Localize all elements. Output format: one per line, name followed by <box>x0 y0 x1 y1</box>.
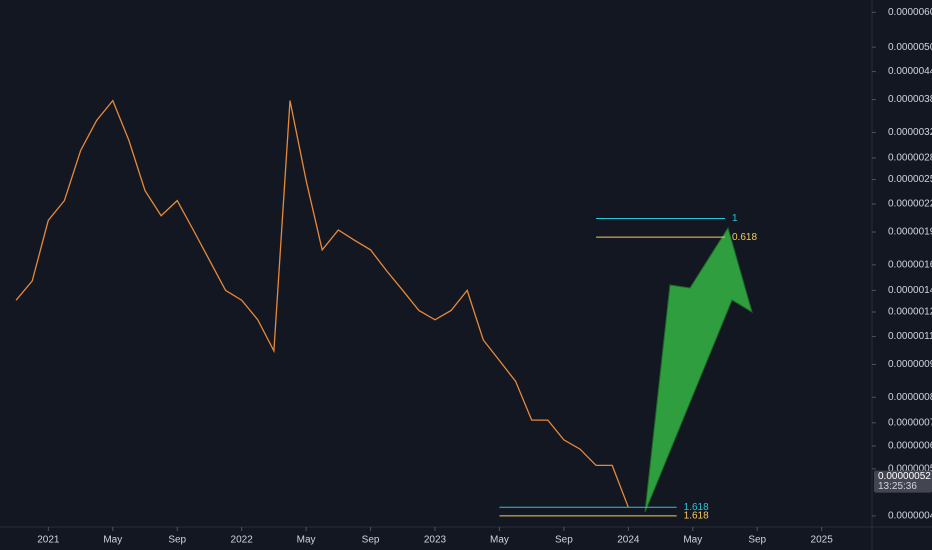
y-tick-label: 0.00000440 <box>888 66 932 77</box>
fib-label: 1 <box>732 213 738 224</box>
x-tick-label: May <box>297 535 316 546</box>
y-tick-label: 0.00000380 <box>888 94 932 105</box>
arrow <box>644 226 753 513</box>
y-tick-label: 0.00000280 <box>888 153 932 164</box>
price-line <box>15 99 629 508</box>
x-tick-label: 2021 <box>37 535 60 546</box>
y-tick-label: 0.00000500 <box>888 42 932 53</box>
x-tick-label: 2022 <box>231 535 254 546</box>
x-tick-label: 2023 <box>424 535 447 546</box>
price-tag <box>874 470 932 493</box>
plot-area <box>15 99 629 508</box>
fib-label: 1.618 <box>684 511 709 522</box>
y-tick-label: 0.00000055 <box>888 464 932 475</box>
y-tick-label: 0.00000062 <box>888 441 932 452</box>
x-tick-label: May <box>103 535 122 546</box>
price-tag-label: 0.00000052 <box>878 471 931 482</box>
x-tick-label: Sep <box>168 535 186 546</box>
x-tick-label: Sep <box>362 535 380 546</box>
y-tick-label: 0.00000160 <box>888 259 932 270</box>
y-tick-label: 0.00000125 <box>888 307 932 318</box>
fib-label: 0.618 <box>732 232 757 243</box>
x-tick-label: May <box>683 535 702 546</box>
y-tick-label: 0.00000095 <box>888 359 932 370</box>
y-tick-label: 0.00000043 <box>888 511 932 522</box>
x-tick-label: 2024 <box>617 535 640 546</box>
x-tick-label: May <box>490 535 509 546</box>
y-tick-label: 0.00000220 <box>888 199 932 210</box>
x-tick-label: 2025 <box>811 535 834 546</box>
fib-label: 1.618 <box>684 502 709 513</box>
y-tick-label: 0.00000250 <box>888 174 932 185</box>
countdown: 13:25:36 <box>878 481 917 492</box>
y-tick-label: 0.00000320 <box>888 127 932 138</box>
x-tick-label: Sep <box>748 535 766 546</box>
y-tick-label: 0.00000080 <box>888 392 932 403</box>
y-tick-label: 0.00000600 <box>888 7 932 18</box>
y-tick-label: 0.00000190 <box>888 227 932 238</box>
y-tick-label: 0.00000070 <box>888 417 932 428</box>
x-tick-label: Sep <box>555 535 573 546</box>
y-tick-label: 0.00000140 <box>888 285 932 296</box>
